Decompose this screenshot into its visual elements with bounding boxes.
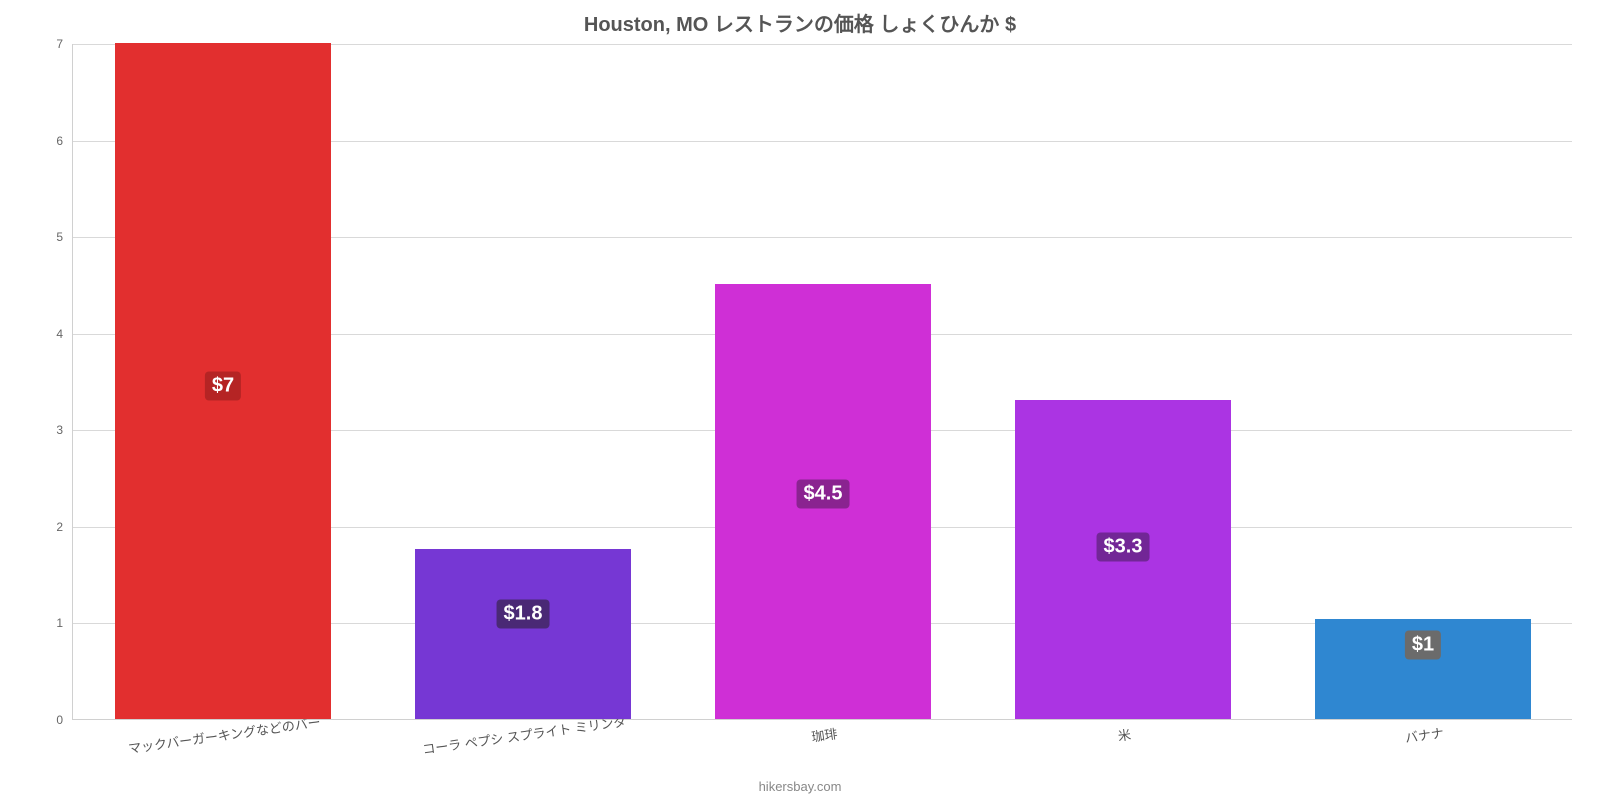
y-tick-label: 7 [56, 37, 73, 51]
price-bar-chart: Houston, MO レストランの価格 しょくひんか $ 01234567$7… [0, 0, 1600, 800]
x-tick-label: バナナ [1404, 722, 1445, 746]
y-tick-label: 1 [56, 616, 73, 630]
bar: $1.8 [415, 549, 631, 719]
bar-value-label: $1.8 [497, 599, 550, 628]
chart-plot-area: 01234567$7マックバーガーキングなどのバー$1.8コーラ ペプシ スプラ… [72, 44, 1572, 720]
y-tick-label: 4 [56, 327, 73, 341]
bar-value-label: $3.3 [1097, 532, 1150, 561]
bar: $4.5 [715, 284, 931, 719]
y-tick-label: 2 [56, 520, 73, 534]
x-tick-label: 米 [1117, 724, 1133, 745]
chart-title: Houston, MO レストランの価格 しょくひんか $ [0, 8, 1600, 37]
bar: $3.3 [1015, 400, 1231, 719]
bar-value-label: $7 [205, 371, 241, 400]
bar: $1 [1315, 619, 1531, 719]
chart-attribution: hikersbay.com [0, 779, 1600, 794]
y-tick-label: 5 [56, 230, 73, 244]
y-tick-label: 3 [56, 423, 73, 437]
bar-value-label: $4.5 [797, 480, 850, 509]
x-tick-label: 珈琲 [810, 723, 838, 745]
y-tick-label: 6 [56, 134, 73, 148]
bar: $7 [115, 43, 331, 719]
y-tick-label: 0 [56, 713, 73, 727]
bar-value-label: $1 [1405, 630, 1441, 659]
